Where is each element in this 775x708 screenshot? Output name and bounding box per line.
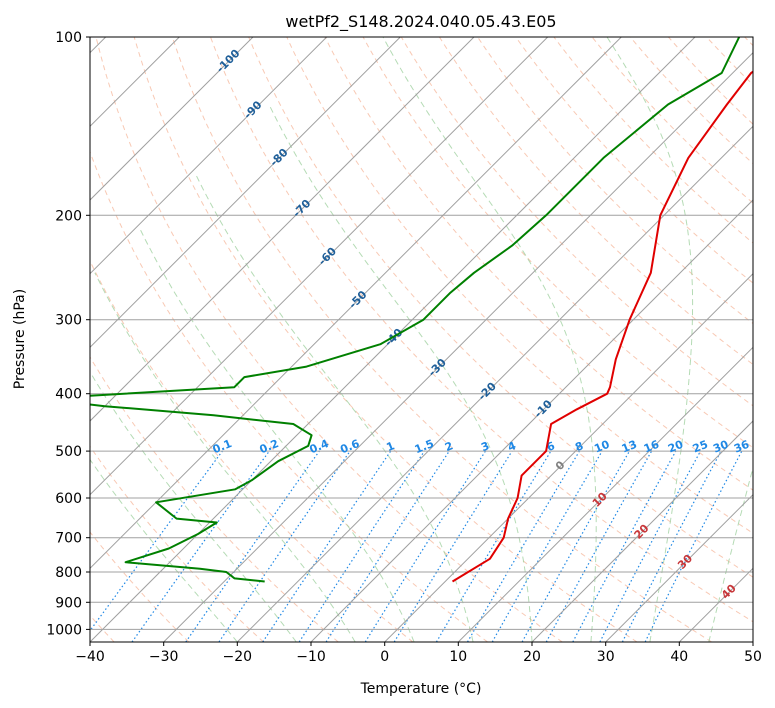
moist-adiabat-line <box>94 272 356 642</box>
x-axis-label: Temperature (°C) <box>360 681 482 697</box>
mixing-ratio-line <box>545 450 653 642</box>
y-tick-label: 100 <box>55 30 82 46</box>
dry-adiabat-line <box>400 37 753 407</box>
moist-adiabats <box>90 37 753 642</box>
y-tick-label: 700 <box>55 531 82 547</box>
dry-adiabat-line <box>133 37 638 642</box>
y-tick-label: 200 <box>55 208 82 224</box>
dry-adiabats <box>90 37 753 642</box>
mixing-ratio-line <box>298 450 425 642</box>
mixing-ratio-label: 36 <box>732 438 751 456</box>
moist-adiabat-line <box>606 37 694 642</box>
dry-adiabat-line <box>90 150 488 642</box>
y-tick-label: 500 <box>55 444 82 460</box>
x-axis-ticks: −40 −30 −20 −10 0 10 20 30 40 50 <box>75 642 762 665</box>
dry-adiabat-line <box>171 37 712 642</box>
x-tick-label: −30 <box>149 649 179 665</box>
dry-adiabat-line <box>90 356 339 642</box>
mixing-ratio-line <box>185 450 320 642</box>
mixing-ratio-line <box>393 450 513 642</box>
mixing-ratio-line <box>325 450 450 642</box>
y-tick-label: 1000 <box>46 622 82 638</box>
mixing-ratio-label: 3 <box>479 439 491 454</box>
dry-adiabat-line <box>210 37 753 623</box>
dry-adiabat-line <box>90 531 190 642</box>
mixing-ratio-label: 10 <box>592 438 611 456</box>
x-tick-label: −20 <box>223 649 253 665</box>
mixing-ratio-label: 25 <box>691 438 710 456</box>
isotherm-line <box>90 37 696 642</box>
isotherms <box>90 37 753 642</box>
mixing-ratio-label: 30 <box>711 438 730 456</box>
x-tick-label: −10 <box>296 649 326 665</box>
dewpoint-profile-line <box>90 37 741 583</box>
mixing-ratio-line <box>218 450 351 642</box>
dry-adiabat-line <box>90 445 264 642</box>
mixing-ratio-label: 20 <box>666 438 685 456</box>
moist-adiabat-line <box>382 37 597 642</box>
isotherm-line <box>90 37 401 349</box>
mixing-ratio-line <box>521 450 631 642</box>
dry-adiabat-line <box>95 37 563 642</box>
mixing-ratio-line <box>572 450 677 642</box>
isotherm-line <box>90 37 254 201</box>
isotherm-line <box>90 37 549 496</box>
isotherm-line <box>310 199 753 642</box>
isotherm-line <box>90 37 622 570</box>
mixing-ratio-label: 1 <box>385 439 397 454</box>
isotherm-line <box>384 272 753 642</box>
isotherm-line <box>457 346 753 642</box>
x-tick-label: 40 <box>670 649 688 665</box>
y-tick-label: 800 <box>55 565 82 581</box>
isotherm-line <box>236 125 753 642</box>
isotherm-line <box>163 51 753 642</box>
dry-adiabat-line <box>515 37 753 284</box>
y-tick-label: 400 <box>55 387 82 403</box>
chart-title: wetPf2_S148.2024.040.05.43.E05 <box>285 12 556 32</box>
y-axis-label: Pressure (hPa) <box>12 289 28 389</box>
moist-adiabat-line <box>268 104 533 642</box>
y-tick-label: 600 <box>55 491 82 507</box>
isotherm-line <box>605 493 753 642</box>
y-tick-label: 300 <box>55 313 82 329</box>
dry-adiabat-line <box>248 37 753 578</box>
x-tick-label: 30 <box>597 649 615 665</box>
moist-adiabat-line <box>139 227 415 642</box>
mixing-ratio-line <box>131 450 270 642</box>
mixing-ratio-label: 8 <box>573 439 585 454</box>
x-tick-label: 20 <box>523 649 541 665</box>
x-tick-label: 50 <box>744 649 762 665</box>
isotherm-line <box>90 37 328 275</box>
y-axis-ticks: 100 200 300 400 500 600 700 800 900 1000 <box>46 30 90 638</box>
x-tick-label: 10 <box>449 649 467 665</box>
y-tick-label: 900 <box>55 595 82 611</box>
isotherm-line <box>531 420 753 642</box>
mixing-ratio-line <box>262 450 392 642</box>
mixing-ratio-label: 13 <box>620 438 639 456</box>
plot-area: -100-90-80-70-60-50-40-30-20-10010203040… <box>90 37 753 642</box>
temperature-profile-line <box>451 70 753 583</box>
moist-adiabat-line <box>194 173 474 642</box>
mixing-ratio-lines <box>90 450 743 642</box>
moist-adiabat-line <box>708 465 753 642</box>
x-tick-label: 0 <box>380 649 389 665</box>
x-tick-label: −40 <box>75 649 105 665</box>
mixing-ratio-line <box>644 450 743 642</box>
moist-adiabat-line <box>90 458 238 642</box>
mixing-ratio-label: 2 <box>443 439 455 454</box>
plot-frame <box>89 36 754 643</box>
isotherm-line <box>90 37 475 422</box>
mixing-ratio-label: 16 <box>642 438 661 456</box>
profile-series <box>90 37 753 583</box>
dry-adiabat-line <box>438 37 753 366</box>
